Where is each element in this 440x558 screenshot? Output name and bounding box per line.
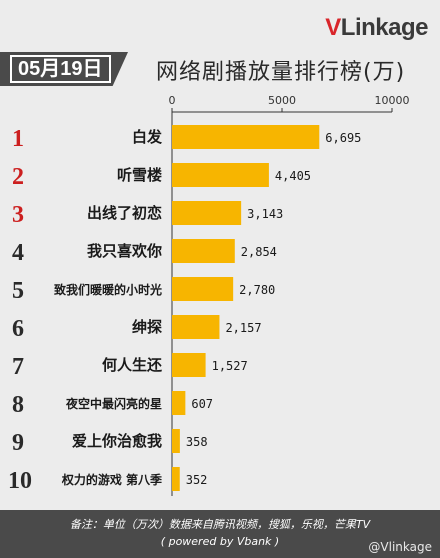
x-tick-label: 0: [169, 94, 176, 107]
chart-title: 网络剧播放量排行榜(万): [156, 60, 406, 85]
value-label: 358: [186, 435, 208, 449]
value-label: 2,157: [225, 321, 261, 335]
bar: [172, 125, 320, 149]
rank-number: 3: [12, 202, 24, 228]
value-label: 352: [186, 473, 208, 487]
footer-note-line2: ( powered by Vbank ): [160, 535, 280, 548]
value-label: 2,780: [239, 283, 275, 297]
category-label: 致我们暖暖的小时光: [54, 282, 162, 297]
rank-number: 7: [12, 354, 24, 380]
category-label: 何人生还: [102, 356, 163, 374]
footer-note: 备注：单位（万次）数据来自腾讯视频，搜狐，乐视，芒果TV ( powered b…: [0, 516, 440, 550]
bar: [172, 163, 269, 187]
bar: [172, 353, 206, 377]
x-tick-label: 10000: [375, 94, 410, 107]
rank-number: 9: [12, 430, 24, 456]
value-label: 1,527: [212, 359, 248, 373]
date-label: 05月19日: [10, 55, 111, 83]
category-label: 出线了初恋: [87, 204, 162, 222]
bar: [172, 201, 242, 225]
rank-number: 2: [12, 164, 24, 190]
category-label: 夜空中最闪亮的星: [65, 396, 162, 411]
rank-number: 1: [12, 126, 24, 152]
value-label: 6,695: [325, 131, 361, 145]
category-label: 我只喜欢你: [87, 242, 162, 260]
date-tag: 05月19日: [0, 52, 128, 86]
rank-number: 6: [12, 316, 24, 342]
bar: [172, 277, 234, 301]
watermark: @Vlinkage: [368, 540, 432, 554]
bar: [172, 429, 180, 453]
category-label: 白发: [132, 128, 163, 146]
brand-logo-text: Linkage: [340, 14, 429, 41]
category-label: 爱上你治愈我: [72, 432, 162, 450]
value-label: 607: [191, 397, 213, 411]
rank-number: 5: [12, 278, 24, 304]
brand-logo: VLinkage: [325, 14, 428, 42]
rank-number: 8: [12, 392, 24, 418]
bar-chart: 0 5000 10000 1 白发 6,695 2 听雪楼 4,405 3 出线了初恋 3,143 4 我…: [8, 94, 410, 496]
category-label: 听雪楼: [117, 166, 162, 184]
footer-note-line1: 备注：单位（万次）数据来自腾讯视频，搜狐，乐视，芒果TV: [69, 518, 371, 531]
category-label: 绅探: [132, 318, 162, 336]
brand-logo-v: V: [325, 14, 341, 41]
bar: [172, 239, 235, 263]
rank-number: 10: [8, 468, 32, 494]
category-label: 权力的游戏 第八季: [61, 472, 163, 487]
bar: [172, 391, 186, 415]
rank-number: 4: [12, 240, 24, 266]
bar: [172, 467, 180, 491]
footer: 备注：单位（万次）数据来自腾讯视频，搜狐，乐视，芒果TV ( powered b…: [0, 510, 440, 558]
value-label: 4,405: [275, 169, 311, 183]
value-label: 3,143: [247, 207, 283, 221]
x-tick-label: 5000: [268, 94, 296, 107]
bar: [172, 315, 220, 339]
value-label: 2,854: [241, 245, 277, 259]
